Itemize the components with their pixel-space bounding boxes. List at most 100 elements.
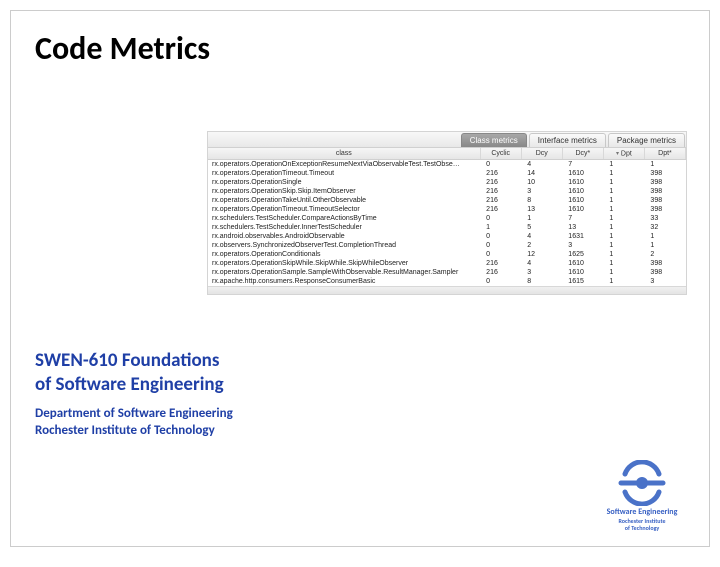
cell-value: 3 — [562, 241, 603, 250]
col-header-dcy[interactable]: Dcy — [521, 148, 562, 160]
table-row[interactable]: rx.observers.SynchronizedObserverTest.Co… — [208, 241, 686, 250]
cell-value: 216 — [480, 205, 521, 214]
col-header-class[interactable]: class — [208, 148, 480, 160]
cell-value: 1 — [603, 268, 644, 277]
cell-value: 1631 — [562, 232, 603, 241]
table-row[interactable]: rx.operators.OperationConditionals012162… — [208, 250, 686, 259]
page-title: Code Metrics — [11, 11, 709, 68]
logo-text-1: Software Engineering — [597, 508, 687, 517]
table-row[interactable]: rx.operators.OperationTimeout.Timeout216… — [208, 169, 686, 178]
col-header-dcy-star[interactable]: Dcy* — [562, 148, 603, 160]
cell-value: 12 — [521, 250, 562, 259]
cell-class: rx.schedulers.TestScheduler.InnerTestSch… — [208, 223, 480, 232]
table-row[interactable]: rx.schedulers.TestScheduler.InnerTestSch… — [208, 223, 686, 232]
footer-logo: Software Engineering Rochester Institute… — [597, 460, 687, 532]
table-footer-bar — [208, 286, 686, 294]
tab-interface-metrics[interactable]: Interface metrics — [529, 133, 606, 147]
table-row[interactable]: rx.operators.OperationTakeUntil.OtherObs… — [208, 196, 686, 205]
table-row[interactable]: rx.operators.OperationSkip.Skip.ItemObse… — [208, 187, 686, 196]
software-engineering-icon — [615, 460, 669, 506]
course-title-line2: of Software Engineering — [35, 373, 395, 397]
cell-value: 2 — [521, 241, 562, 250]
cell-value: 8 — [521, 277, 562, 286]
cell-value: 0 — [480, 277, 521, 286]
cell-value: 1610 — [562, 169, 603, 178]
cell-value: 216 — [480, 268, 521, 277]
cell-value: 1 — [603, 277, 644, 286]
cell-value: 4 — [521, 160, 562, 170]
cell-value: 8 — [521, 196, 562, 205]
cell-value: 1 — [603, 187, 644, 196]
cell-value: 1 — [603, 214, 644, 223]
col-header-dpt[interactable]: ▾ Dpt — [603, 148, 644, 160]
cell-value: 1 — [603, 196, 644, 205]
course-info: SWEN-610 Foundations of Software Enginee… — [35, 349, 395, 440]
cell-value: 33 — [644, 214, 685, 223]
cell-class: rx.operators.OperationSkipWhile.SkipWhil… — [208, 259, 480, 268]
tab-bar: Class metrics Interface metrics Package … — [208, 132, 686, 148]
cell-value: 216 — [480, 169, 521, 178]
cell-class: rx.operators.OperationOnExceptionResumeN… — [208, 160, 480, 170]
cell-class: rx.operators.OperationConditionals — [208, 250, 480, 259]
cell-value: 10 — [521, 178, 562, 187]
cell-value: 1 — [521, 214, 562, 223]
cell-value: 1 — [603, 205, 644, 214]
cell-value: 0 — [480, 232, 521, 241]
cell-class: rx.operators.OperationTimeout.Timeout — [208, 169, 480, 178]
cell-value: 1 — [603, 232, 644, 241]
col-header-dpt-label: Dpt — [621, 150, 632, 157]
cell-class: rx.operators.OperationTakeUntil.OtherObs… — [208, 196, 480, 205]
tab-package-metrics[interactable]: Package metrics — [608, 133, 685, 147]
table-row[interactable]: rx.operators.OperationTimeout.TimeoutSel… — [208, 205, 686, 214]
metrics-panel: Class metrics Interface metrics Package … — [207, 131, 687, 295]
cell-value: 5 — [521, 223, 562, 232]
cell-value: 4 — [521, 232, 562, 241]
cell-value: 216 — [480, 178, 521, 187]
cell-value: 32 — [644, 223, 685, 232]
cell-value: 3 — [521, 187, 562, 196]
cell-value: 4 — [521, 259, 562, 268]
filter-icon: ▾ — [616, 150, 619, 157]
cell-value: 3 — [521, 268, 562, 277]
tab-class-metrics[interactable]: Class metrics — [461, 133, 527, 147]
cell-value: 14 — [521, 169, 562, 178]
cell-value: 1 — [644, 160, 685, 170]
table-row[interactable]: rx.operators.OperationOnExceptionResumeN… — [208, 160, 686, 170]
col-header-dpt-star[interactable]: Dpt* — [644, 148, 685, 160]
course-department: Department of Software Engineering — [35, 405, 395, 423]
table-row[interactable]: rx.schedulers.TestScheduler.CompareActio… — [208, 214, 686, 223]
course-title-line1: SWEN-610 Foundations — [35, 349, 395, 373]
cell-value: 1 — [603, 241, 644, 250]
table-row[interactable]: rx.operators.OperationSample.SampleWithO… — [208, 268, 686, 277]
cell-value: 398 — [644, 169, 685, 178]
table-row[interactable]: rx.apache.http.consumers.ResponseConsume… — [208, 277, 686, 286]
cell-value: 13 — [562, 223, 603, 232]
cell-value: 0 — [480, 250, 521, 259]
col-header-cyclic[interactable]: Cyclic — [480, 148, 521, 160]
table-row[interactable]: rx.android.observables.AndroidObservable… — [208, 232, 686, 241]
cell-value: 0 — [480, 214, 521, 223]
cell-value: 398 — [644, 259, 685, 268]
cell-value: 1 — [644, 241, 685, 250]
cell-value: 398 — [644, 187, 685, 196]
table-row[interactable]: rx.operators.OperationSingle216101610139… — [208, 178, 686, 187]
cell-value: 2 — [644, 250, 685, 259]
cell-value: 1615 — [562, 277, 603, 286]
cell-class: rx.schedulers.TestScheduler.CompareActio… — [208, 214, 480, 223]
cell-value: 1 — [603, 259, 644, 268]
cell-class: rx.observers.SynchronizedObserverTest.Co… — [208, 241, 480, 250]
cell-value: 1625 — [562, 250, 603, 259]
cell-value: 1610 — [562, 259, 603, 268]
cell-class: rx.operators.OperationSkip.Skip.ItemObse… — [208, 187, 480, 196]
cell-value: 1 — [603, 223, 644, 232]
cell-value: 1 — [603, 160, 644, 170]
logo-text-2b: of Technology — [597, 525, 687, 532]
cell-value: 0 — [480, 241, 521, 250]
cell-value: 0 — [480, 160, 521, 170]
cell-class: rx.operators.OperationSample.SampleWithO… — [208, 268, 480, 277]
table-row[interactable]: rx.operators.OperationSkipWhile.SkipWhil… — [208, 259, 686, 268]
cell-value: 1610 — [562, 268, 603, 277]
cell-value: 216 — [480, 187, 521, 196]
course-institute: Rochester Institute of Technology — [35, 422, 395, 440]
cell-value: 1610 — [562, 205, 603, 214]
